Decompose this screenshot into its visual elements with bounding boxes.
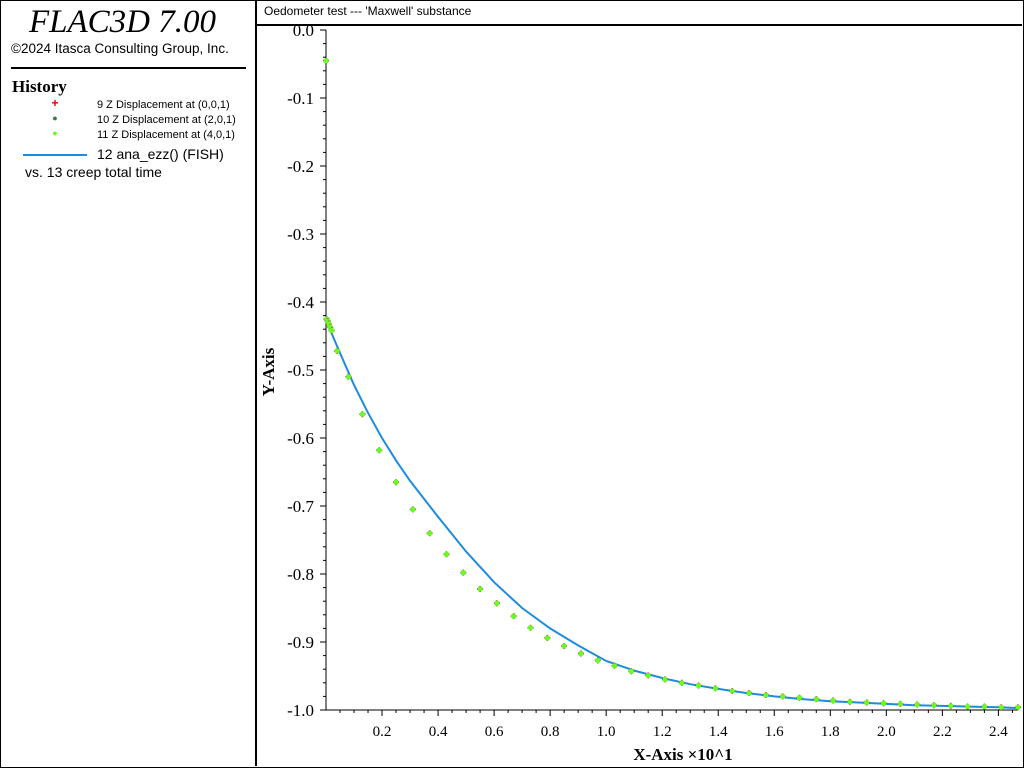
series-11-point xyxy=(830,697,836,704)
x-tick-label: 1.8 xyxy=(821,724,840,740)
x-tick-label: 0.6 xyxy=(485,724,504,740)
series-11-point xyxy=(948,703,954,709)
y-tick-label: 0.0 xyxy=(293,21,314,40)
line-layer xyxy=(325,318,1019,709)
y-tick-label: -1.0 xyxy=(287,701,314,720)
x-axis-label: X-Axis ×10^1 xyxy=(633,745,732,764)
legend-dot-marker-icon: ● xyxy=(52,128,58,138)
series-11-point xyxy=(410,506,416,512)
series-11-point xyxy=(460,570,466,576)
legend-dot-marker-icon: ● xyxy=(52,113,58,123)
y-axis-label: Y-Axis xyxy=(259,347,278,396)
series-11-point xyxy=(544,635,550,641)
series-11-point xyxy=(645,672,651,678)
legend-item-label: 11 Z Displacement at (4,0,1) xyxy=(97,129,235,141)
series-11-point xyxy=(561,643,567,649)
y-tick-label: -0.3 xyxy=(287,225,314,244)
x-tick-label: 1.6 xyxy=(765,724,784,740)
series-11-point xyxy=(329,327,335,334)
analytical-series-line xyxy=(325,318,1019,709)
series-11-point xyxy=(897,701,903,707)
app-title: FLAC3D 7.00 xyxy=(29,4,217,40)
x-tick-label: 1.2 xyxy=(653,724,672,740)
series-11-point xyxy=(712,685,719,691)
series-11-point xyxy=(628,668,634,674)
plot-title: Oedometer test --- 'Maxwell' substance xyxy=(264,4,472,18)
series-11-point xyxy=(964,704,971,710)
series-11-point xyxy=(393,479,399,485)
series-11-point xyxy=(345,374,352,380)
legend-panel: FLAC3D 7.00 ©2024 Itasca Consulting Grou… xyxy=(1,1,257,766)
series-11-point xyxy=(780,693,786,700)
legend-item-label: 10 Z Displacement at (2,0,1) xyxy=(97,114,236,126)
legend-separator xyxy=(11,67,246,69)
y-tick-label: -0.2 xyxy=(287,157,314,176)
series-11-point xyxy=(847,699,853,705)
series-11-point xyxy=(729,688,735,694)
series-11-point xyxy=(511,613,517,619)
series-11-point xyxy=(376,447,382,453)
x-tick-label: 2.0 xyxy=(877,724,896,740)
series-11-point xyxy=(595,657,601,663)
series-11-point xyxy=(427,530,433,536)
series-11-point xyxy=(998,704,1004,710)
series-11-point xyxy=(494,600,500,606)
series-11-point xyxy=(323,58,329,64)
y-tick-label: -0.4 xyxy=(287,293,314,312)
series-11-point xyxy=(746,690,752,696)
legend-line-swatch-icon xyxy=(23,154,87,156)
series-11-point xyxy=(359,411,366,417)
copyright-text: ©2024 Itasca Consulting Group, Inc. xyxy=(11,41,229,56)
series-11-point xyxy=(527,625,534,631)
legend-item-label: 12 ana_ezz() (FISH) xyxy=(97,146,224,162)
x-tick-label: 0.4 xyxy=(429,724,448,740)
x-tick-label: 2.4 xyxy=(989,724,1008,740)
series-11-point xyxy=(443,551,450,557)
x-tick-label: 1.0 xyxy=(597,724,616,740)
series-11-point xyxy=(981,704,987,710)
series-11-point xyxy=(611,663,618,669)
series-11-point xyxy=(763,692,769,698)
points-layer xyxy=(323,57,1021,711)
series-11-point xyxy=(931,702,937,708)
series-11-point xyxy=(477,586,483,592)
y-tick-label: -0.7 xyxy=(287,497,314,516)
plot-title-bar: Oedometer test --- 'Maxwell' substance xyxy=(256,1,1022,26)
series-11-point xyxy=(334,348,340,354)
legend-cross-marker-icon: + xyxy=(51,96,59,110)
series-11-point xyxy=(578,650,584,657)
y-tick-label: -0.8 xyxy=(287,565,314,584)
y-tick-label: -0.5 xyxy=(287,361,314,380)
series-11-point xyxy=(914,701,920,708)
x-tick-label: 0.2 xyxy=(373,724,392,740)
series-11-point xyxy=(864,699,870,706)
y-tick-label: -0.1 xyxy=(287,89,314,108)
x-tick-label: 1.4 xyxy=(709,724,728,740)
series-11-point xyxy=(813,696,819,702)
legend-item-label: 9 Z Displacement at (0,0,1) xyxy=(97,99,230,111)
series-11-point xyxy=(880,700,887,706)
series-11-point xyxy=(1015,704,1021,710)
history-title: History xyxy=(12,77,67,96)
x-tick-label: 0.8 xyxy=(541,724,560,740)
series-11-point xyxy=(662,676,668,683)
series-11-point xyxy=(796,695,803,701)
series-11-point xyxy=(696,682,702,689)
x-tick-label: 2.2 xyxy=(933,724,952,740)
series-11-point xyxy=(679,680,685,686)
y-tick-label: -0.9 xyxy=(287,633,314,652)
axes-layer: 0.0 -0.1 -0.2 -0.3 -0.4 -0.5 -0.6 -0.7 -0.8 -0.9 -… xyxy=(287,21,1018,740)
legend-vs-text: vs. 13 creep total time xyxy=(25,164,162,180)
y-tick-label: -0.6 xyxy=(287,429,314,448)
